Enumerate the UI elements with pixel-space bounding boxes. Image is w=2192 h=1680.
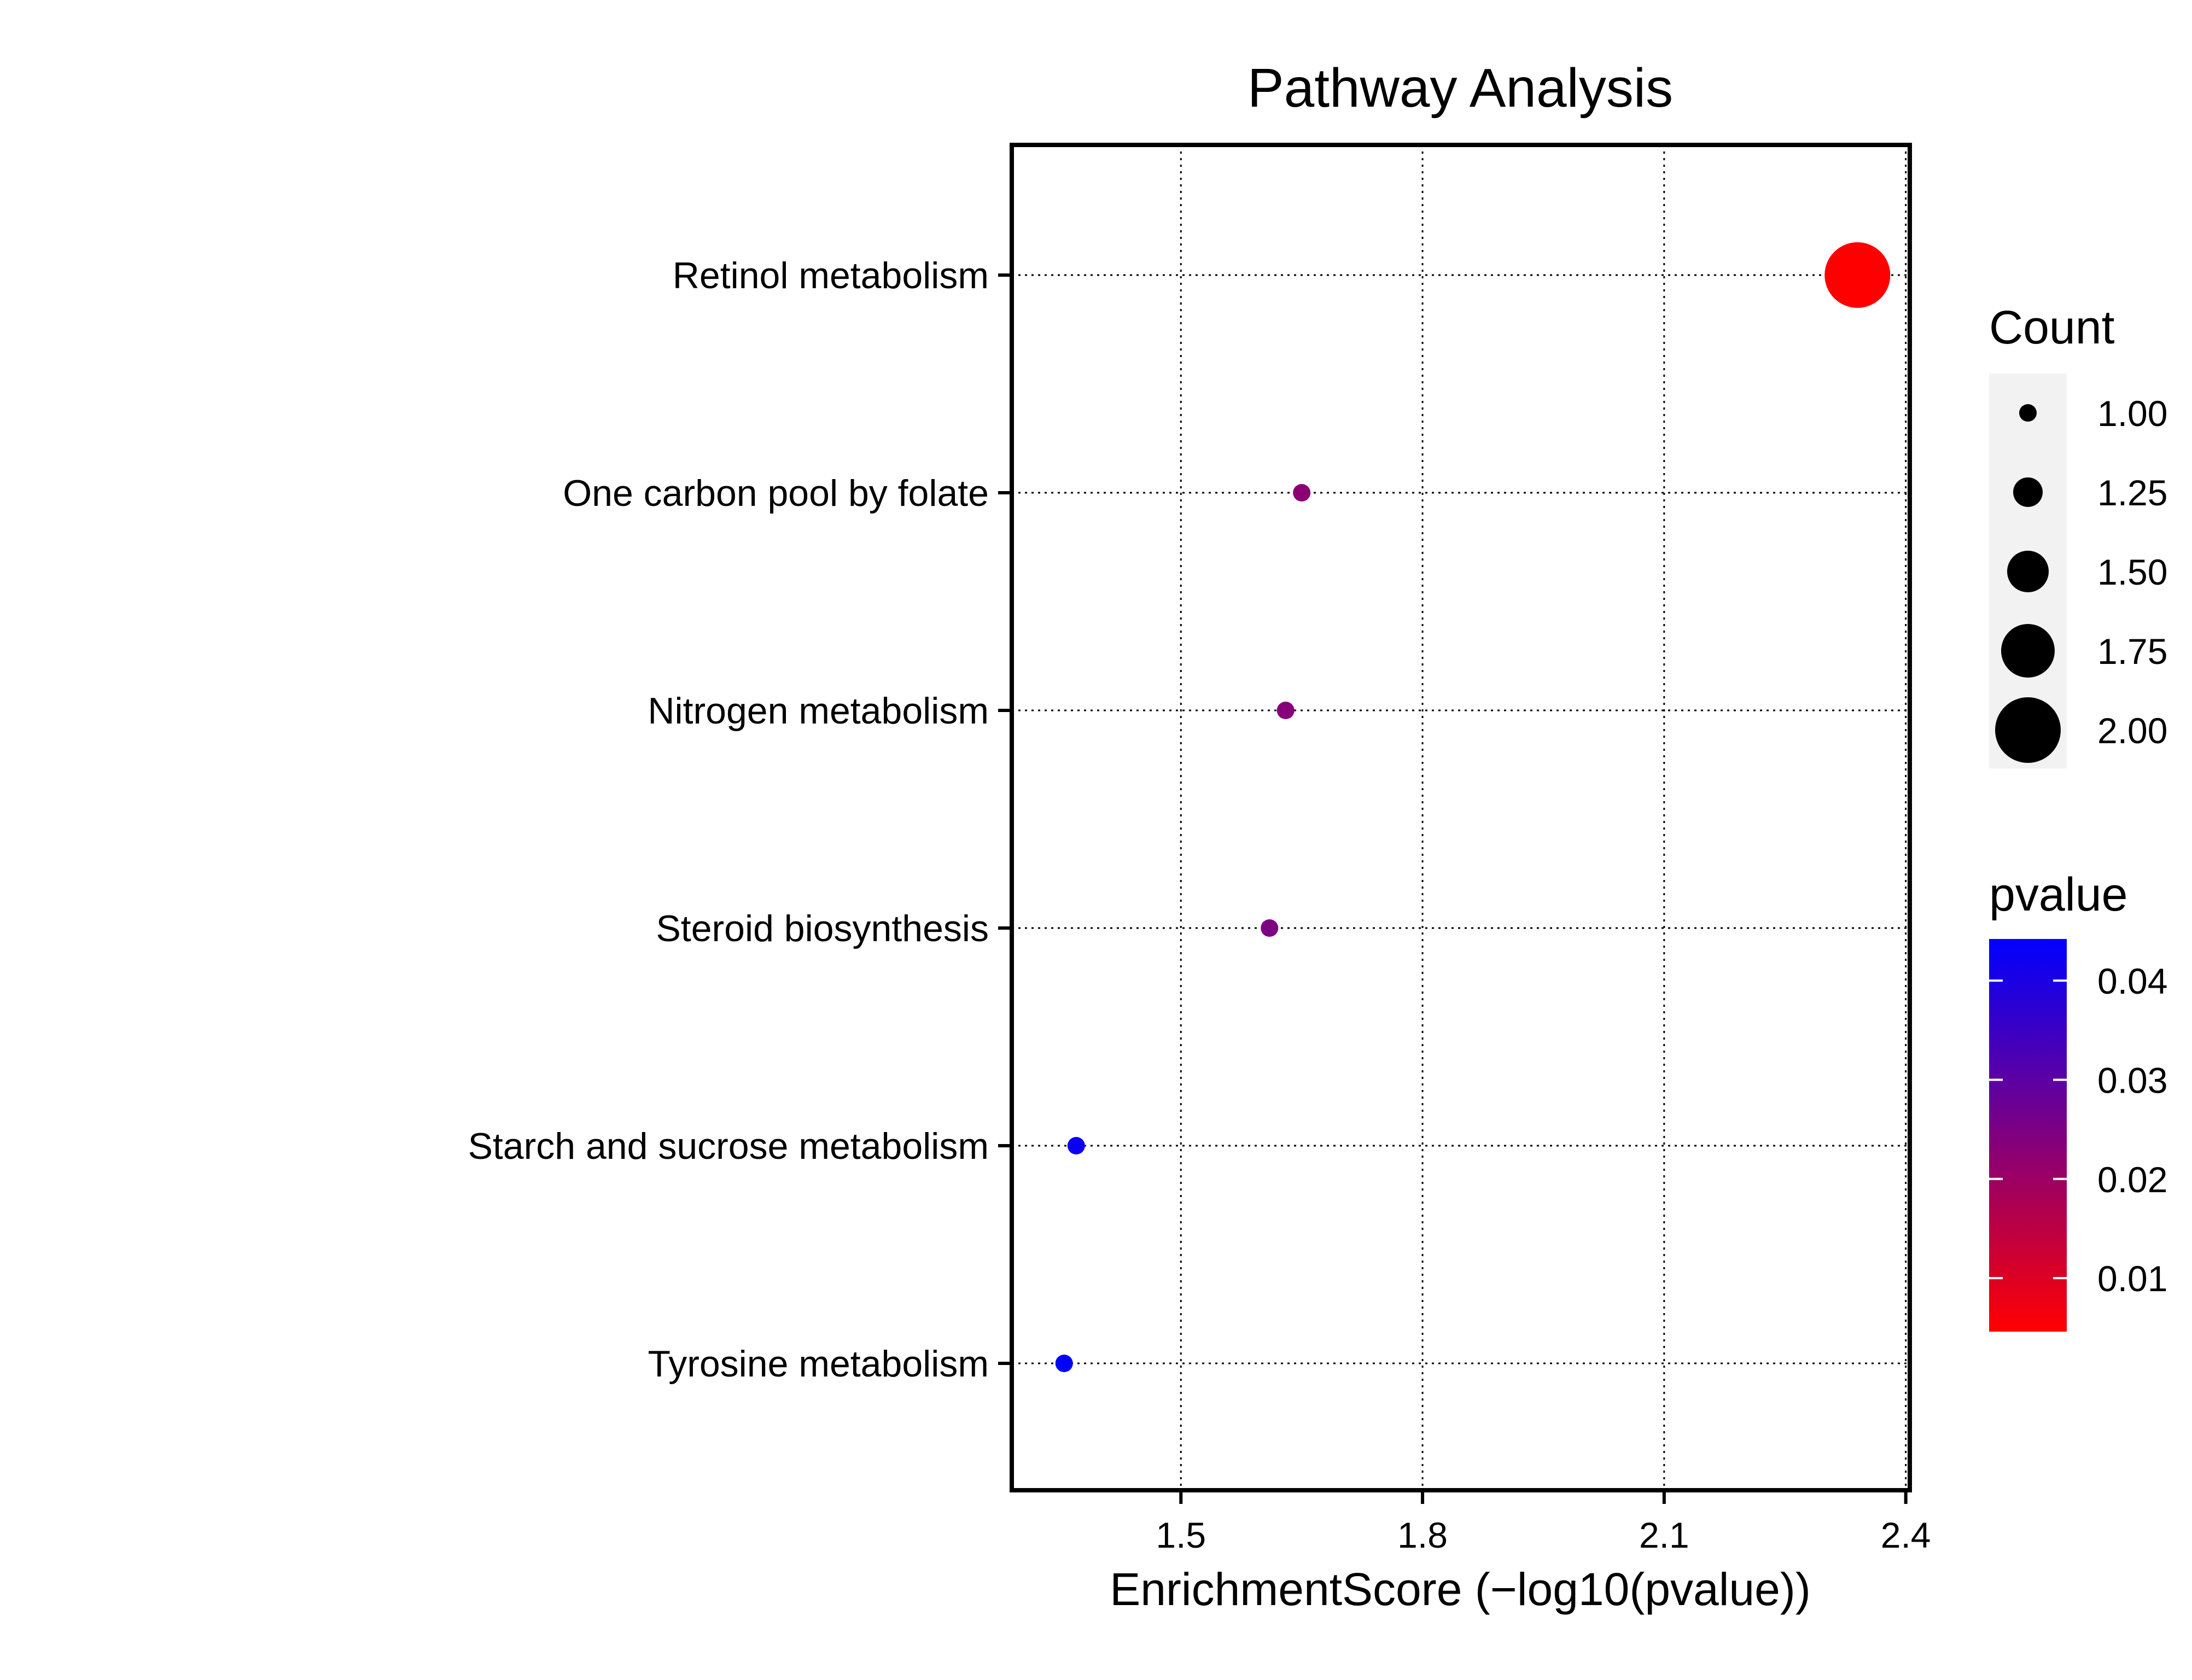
plot-panel-border (1010, 143, 1912, 1492)
x-tick-label: 2.4 (1881, 1515, 1931, 1555)
y-tick-label: Retinol metabolism (673, 255, 989, 296)
chart-title: Pathway Analysis (1247, 57, 1673, 119)
data-point (1067, 1137, 1085, 1154)
pvalue-colorbar (1989, 939, 2067, 1332)
pvalue-legend-label: 0.04 (2097, 961, 2167, 1001)
data-points (1055, 242, 1891, 1372)
y-axis: Retinol metabolism One carbon pool by fol… (468, 255, 1012, 1385)
x-axis-title: EnrichmentScore (−log10(pvalue)) (1110, 1564, 1811, 1615)
grid-lines (1012, 145, 1910, 1490)
data-point (1276, 702, 1295, 719)
data-point (1261, 919, 1279, 937)
count-legend: Count 1.00 1.25 1.50 1.75 2.00 (1989, 301, 2167, 768)
count-legend-key (2001, 624, 2055, 678)
pvalue-legend: pvalue 0.01 0.02 0.03 0.04 (1989, 868, 2167, 1332)
data-point (1293, 484, 1311, 501)
count-legend-key (2019, 404, 2037, 422)
y-tick-label: Nitrogen metabolism (648, 690, 989, 732)
data-point (1055, 1355, 1073, 1372)
count-legend-label: 1.75 (2097, 631, 2167, 672)
pvalue-legend-label: 0.01 (2097, 1258, 2167, 1299)
x-tick-label: 2.1 (1639, 1515, 1689, 1555)
count-legend-label: 1.50 (2097, 552, 2167, 592)
count-legend-key (2007, 551, 2049, 592)
x-axis: 1.5 1.8 2.1 2.4 (1156, 1490, 1931, 1555)
count-legend-label: 1.25 (2097, 472, 2167, 513)
x-tick-label: 1.8 (1397, 1515, 1448, 1555)
pvalue-legend-label: 0.02 (2097, 1159, 2167, 1200)
count-legend-label: 2.00 (2097, 710, 2167, 751)
count-legend-title: Count (1989, 301, 2115, 354)
y-tick-label: One carbon pool by folate (563, 472, 989, 514)
y-tick-label: Starch and sucrose metabolism (468, 1125, 989, 1167)
count-legend-label: 1.00 (2097, 393, 2167, 434)
data-point (1824, 242, 1891, 308)
y-tick-label: Tyrosine metabolism (648, 1343, 989, 1385)
count-legend-key (2013, 477, 2043, 507)
count-legend-key (1995, 697, 2061, 763)
x-tick-label: 1.5 (1156, 1515, 1206, 1555)
pvalue-legend-label: 0.03 (2097, 1060, 2167, 1100)
pvalue-legend-title: pvalue (1989, 868, 2127, 921)
y-tick-label: Steroid biosynthesis (656, 908, 989, 949)
